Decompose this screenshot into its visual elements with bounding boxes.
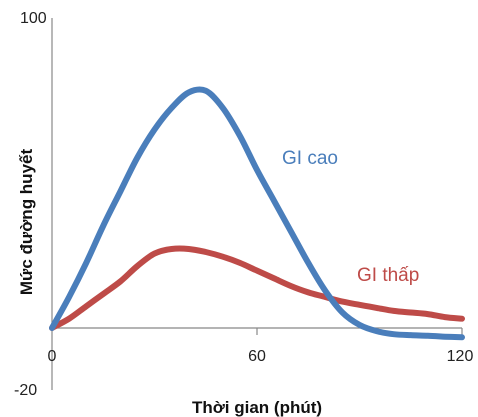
x-axis-title: Thời gian (phút) [192,398,322,417]
y-tick-label-minus20: -20 [14,382,37,399]
series-layer [49,86,465,341]
series-line-gi-thap [49,245,465,331]
x-tick-label-120: 120 [447,348,474,365]
x-tick-label-0: 0 [48,348,57,365]
x-tick-label-60: 60 [248,348,266,365]
y-axis-title: Mức đường huyết [17,149,36,296]
series-label-gi-thap: GI thấp [357,265,419,286]
series-label-gi-cao: GI cao [282,148,338,169]
y-tick-label-100: 100 [20,10,47,27]
series-line-gi-cao [49,86,465,341]
